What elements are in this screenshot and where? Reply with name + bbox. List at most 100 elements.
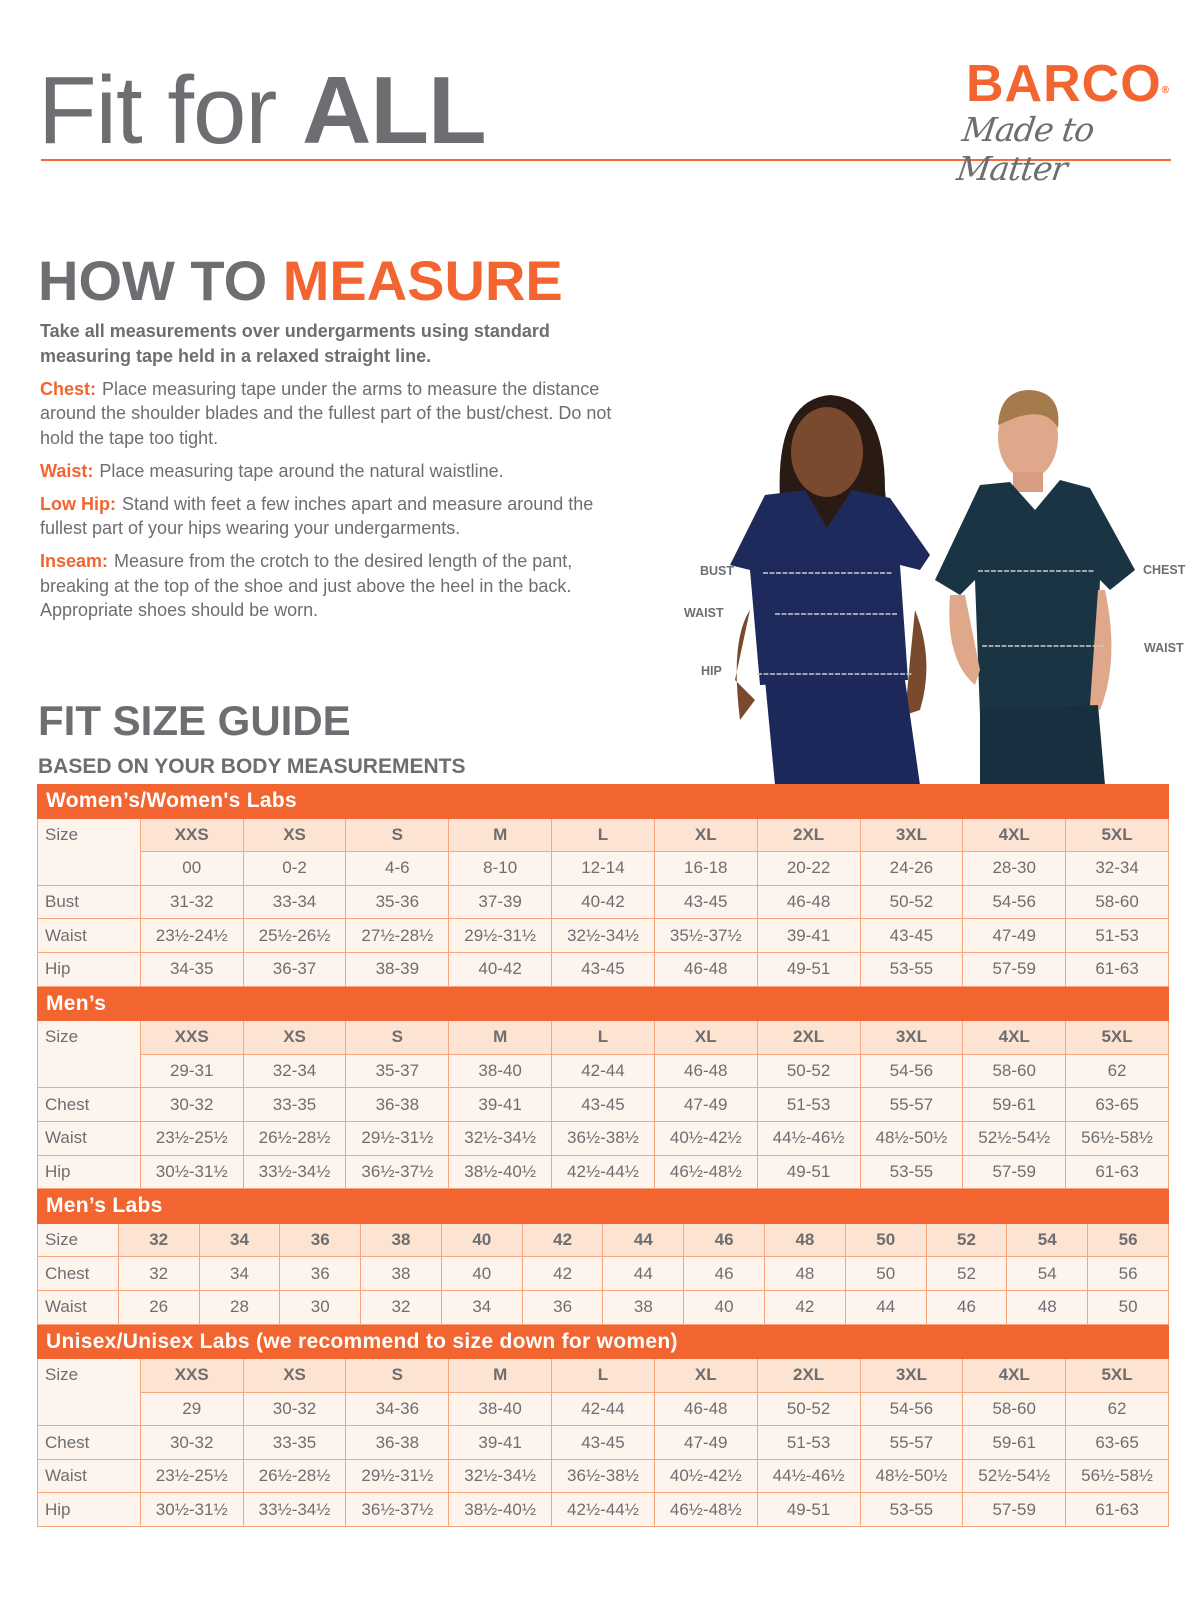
bust-label: BUST xyxy=(700,564,735,578)
measurement-cell: 55-57 xyxy=(859,1425,964,1460)
table-section-title: Unisex/Unisex Labs (we recommend to size… xyxy=(37,1324,1169,1360)
barco-logo: BARCO® Made to Matter xyxy=(955,58,1188,188)
instruction-chest: Chest: Place measuring tape under the arm… xyxy=(40,377,640,451)
table-row: Size 32 34 36 38 40 42 44 46 48 50 52 54 56 xyxy=(37,1222,1169,1258)
measurement-cell: 37-39 xyxy=(448,884,553,920)
measurement-cell: 47-49 xyxy=(962,918,1067,953)
measurement-cell: 61-63 xyxy=(1065,1154,1169,1190)
size-number-cell: 29 xyxy=(139,1391,244,1427)
instruction-text: Place measuring tape around the natural … xyxy=(99,460,504,481)
title-regular: Fit for xyxy=(38,57,277,164)
measurement-cell: 63-65 xyxy=(1065,1087,1169,1122)
size-number-cell: 30-32 xyxy=(242,1391,347,1427)
measurement-cell: 39-41 xyxy=(448,1087,553,1122)
size-number-cell: 50-52 xyxy=(756,1053,861,1089)
measurement-cell: 48 xyxy=(764,1256,846,1291)
measurement-cell: 36-38 xyxy=(345,1087,450,1122)
size-header-cell: 48 xyxy=(764,1222,846,1258)
measurement-cell: 49-51 xyxy=(756,1154,861,1190)
size-number-cell: 46-48 xyxy=(653,1391,758,1427)
size-header-cell: XL xyxy=(653,1358,758,1393)
measurement-cell: 38 xyxy=(360,1256,442,1291)
size-header-cell: XS xyxy=(242,1020,347,1055)
size-number-cell: 32-34 xyxy=(242,1053,347,1089)
size-header-cell: 2XL xyxy=(756,1020,861,1055)
measurement-cell: 32 xyxy=(117,1256,200,1291)
measurement-cell: 49-51 xyxy=(756,951,861,987)
measurement-cell: 42 xyxy=(764,1289,846,1325)
measurement-cell: 27½-28½ xyxy=(345,918,450,953)
measurement-cell: 43-45 xyxy=(551,1425,655,1460)
measurement-cell: 52 xyxy=(925,1256,1008,1291)
size-header-cell: 5XL xyxy=(1065,817,1169,853)
size-number-cell: 38-40 xyxy=(448,1391,553,1427)
size-number-cell: 42-44 xyxy=(551,1391,655,1427)
table-row: Hip 30½-31½ 33½-34½ 36½-37½ 38½-40½ 42½-44½ 46… xyxy=(37,1492,1169,1528)
row-label: Hip xyxy=(37,951,141,987)
size-header-cell: XL xyxy=(653,1020,758,1055)
measurement-cell: 42½-44½ xyxy=(551,1154,655,1190)
size-header-cell: L xyxy=(551,1020,655,1055)
measurement-cell: 33½-34½ xyxy=(242,1492,347,1528)
instruction-text: Place measuring tape under the arms to m… xyxy=(40,378,612,448)
measurement-cell: 63-65 xyxy=(1065,1425,1169,1460)
size-number-cell: 38-40 xyxy=(448,1053,553,1089)
table-section-title: Men’s xyxy=(37,986,1169,1022)
table-row: Men’s xyxy=(37,986,1169,1022)
size-header-cell: XS xyxy=(242,1358,347,1393)
measurement-cell: 36-38 xyxy=(345,1425,450,1460)
measurement-cell: 38½-40½ xyxy=(448,1154,553,1190)
row-label: Waist xyxy=(37,1120,141,1156)
measurement-cell: 43-45 xyxy=(859,918,964,953)
size-header-cell: 5XL xyxy=(1065,1020,1169,1055)
size-header-cell: 54 xyxy=(1006,1222,1089,1258)
measurement-cell: 46 xyxy=(925,1289,1008,1325)
measurement-cell: 30-32 xyxy=(139,1087,244,1122)
table-row: Chest 32 34 36 38 40 42 44 46 48 50 52 54 56 xyxy=(37,1256,1169,1291)
size-header-cell: XXS xyxy=(139,1020,244,1055)
table-row: Waist 23½-24½ 25½-26½ 27½-28½ 29½-31½ 32½-34½… xyxy=(37,918,1169,953)
waist-label-women: WAIST xyxy=(684,606,724,620)
measurement-cell: 39-41 xyxy=(448,1425,553,1460)
measurement-cell: 43-45 xyxy=(653,884,758,920)
measurement-cell: 26½-28½ xyxy=(242,1458,347,1494)
hip-label: HIP xyxy=(701,664,722,678)
instruction-waist: Waist: Place measuring tape around the na… xyxy=(40,459,640,484)
size-header-cell: 2XL xyxy=(756,817,861,853)
measurement-cell: 26 xyxy=(117,1289,200,1325)
table-row: Women’s/Women's Labs xyxy=(37,784,1169,819)
size-number-cell: 35-37 xyxy=(345,1053,450,1089)
row-label: Bust xyxy=(37,884,141,920)
measurement-cell: 44½-46½ xyxy=(756,1458,861,1494)
size-header-cell: 5XL xyxy=(1065,1358,1169,1393)
measure-lines xyxy=(757,570,1104,675)
size-guide-title: FIT SIZE GUIDE xyxy=(38,697,351,744)
size-header-cell: S xyxy=(345,817,450,853)
size-number-cell: 4-6 xyxy=(345,851,450,886)
row-label: Size xyxy=(37,1020,141,1089)
measurement-cell: 57-59 xyxy=(962,951,1067,987)
table-row: Hip 34-35 36-37 38-39 40-42 43-45 46-48 49-51 53… xyxy=(37,951,1169,987)
measurement-cell: 26½-28½ xyxy=(242,1120,347,1156)
measurement-cell: 48½-50½ xyxy=(859,1458,964,1494)
size-header-cell: 4XL xyxy=(962,1358,1067,1393)
measurement-cell: 29½-31½ xyxy=(345,1458,450,1494)
measurement-cell: 23½-25½ xyxy=(139,1120,244,1156)
measurement-cell: 53-55 xyxy=(859,1492,964,1528)
size-number-cell: 8-10 xyxy=(448,851,553,886)
chest-label: CHEST xyxy=(1143,563,1186,577)
size-number-cell: 42-44 xyxy=(551,1053,655,1089)
measurement-cell: 34 xyxy=(440,1289,523,1325)
table-row: Waist 23½-25½ 26½-28½ 29½-31½ 32½-34½ 36½-38½… xyxy=(37,1458,1169,1494)
row-label: Size xyxy=(37,1358,141,1427)
measurement-cell: 35-36 xyxy=(345,884,450,920)
title-bold: ALL xyxy=(302,57,487,164)
size-header-cell: 36 xyxy=(279,1222,362,1258)
size-header-cell: 44 xyxy=(602,1222,685,1258)
measurement-cell: 32 xyxy=(360,1289,442,1325)
row-label: Size xyxy=(37,817,141,886)
size-number-cell: 28-30 xyxy=(962,851,1067,886)
size-header-cell: 3XL xyxy=(859,1020,964,1055)
size-header-cell: 32 xyxy=(117,1222,200,1258)
size-number-cell: 58-60 xyxy=(962,1391,1067,1427)
